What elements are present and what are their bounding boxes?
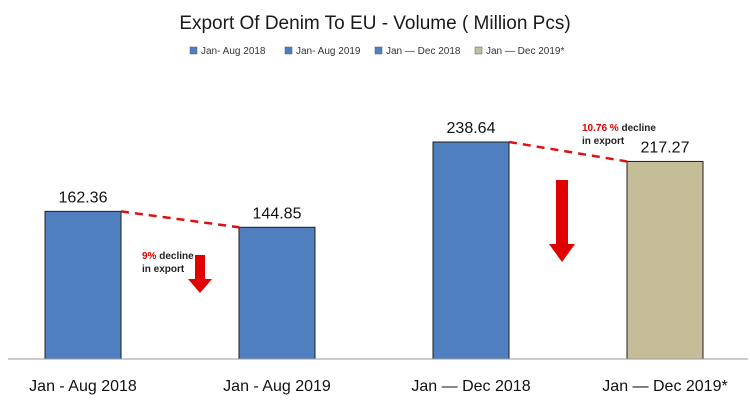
- value-label: 238.64: [447, 120, 496, 137]
- decline-annotation-line2: in export: [582, 136, 625, 147]
- chart-title: Export Of Denim To EU - Volume ( Million…: [179, 13, 570, 34]
- legend-swatch: [284, 46, 293, 55]
- category-label: Jan — Dec 2018: [411, 378, 530, 395]
- legend-swatch: [374, 46, 383, 55]
- decline-percent: 10.76 %: [582, 123, 619, 134]
- legend-label: Jan- Aug 2018: [201, 46, 266, 57]
- decline-word: decline: [619, 123, 657, 134]
- legend-label: Jan — Dec 2018: [386, 46, 461, 57]
- legend-label: Jan- Aug 2019: [296, 46, 361, 57]
- legend-swatch: [474, 46, 483, 55]
- value-labels: 162.36 144.85 238.64 217.27: [59, 120, 690, 222]
- bar: [44, 210, 122, 360]
- category-label: Jan — Dec 2019*: [602, 378, 727, 395]
- value-label: 144.85: [253, 205, 302, 222]
- decline-arrow-icon: [188, 255, 212, 293]
- value-label: 162.36: [59, 189, 108, 206]
- decline-annotation: 10.76 % decline: [582, 123, 656, 134]
- annotations: 9% decline in export 10.76 % decline in exp…: [120, 123, 656, 293]
- trend-dashed-line: [120, 210, 240, 229]
- decline-annotation: 9% decline: [142, 251, 194, 262]
- legend: Jan- Aug 2018 Jan- Aug 2019 Jan — Dec 2018…: [189, 46, 564, 57]
- bar: [432, 141, 510, 360]
- decline-annotation-line2: in export: [142, 264, 185, 275]
- legend-swatch: [189, 46, 198, 55]
- trend-dashed-line: [508, 140, 628, 163]
- category-label: Jan - Aug 2018: [29, 378, 137, 395]
- bar: [626, 160, 704, 360]
- value-label: 217.27: [641, 139, 690, 156]
- decline-arrow-icon: [549, 180, 575, 262]
- category-label: Jan - Aug 2019: [223, 378, 331, 395]
- bar: [238, 226, 316, 360]
- bars: [44, 141, 704, 360]
- legend-label: Jan — Dec 2019*: [486, 46, 564, 57]
- decline-word: decline: [156, 251, 194, 262]
- category-labels: Jan - Aug 2018 Jan - Aug 2019 Jan — Dec 20…: [29, 378, 728, 395]
- decline-percent: 9%: [142, 251, 157, 262]
